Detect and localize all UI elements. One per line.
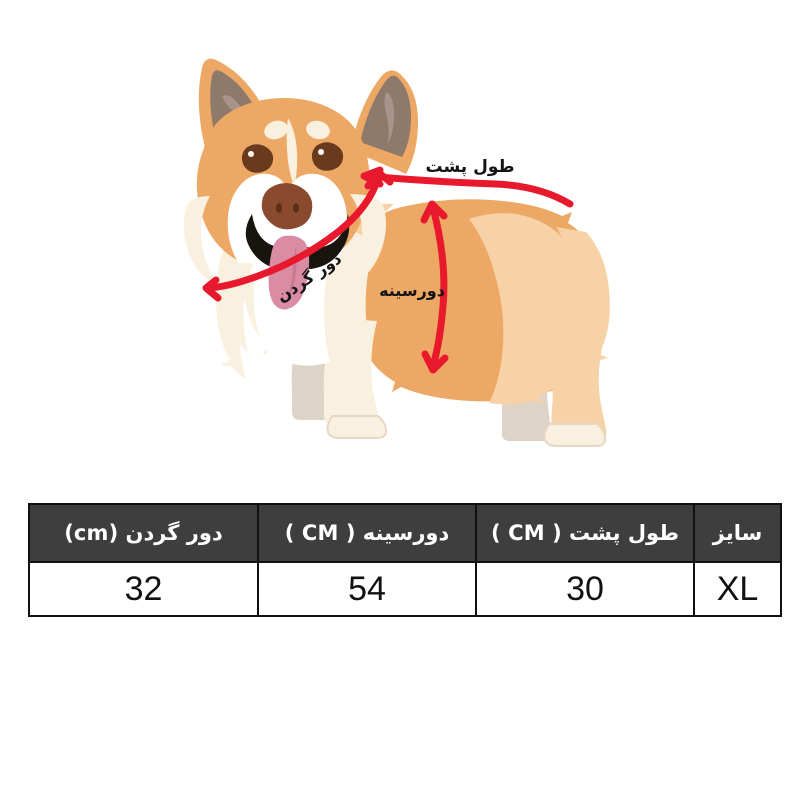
- column-header-back-length: طول پشت ( CM ): [475, 503, 695, 563]
- dog-front-paw-near: [326, 415, 388, 439]
- dog-ear-right-inner: [360, 75, 411, 157]
- table-header-row: سایز طول پشت ( CM ) دورسینه ( CM ) دور گ…: [28, 503, 782, 563]
- dog-brow-spot-right: [306, 120, 330, 140]
- cell-back-length: 30: [475, 561, 695, 617]
- dog-eye-right-highlight: [318, 149, 324, 155]
- measurement-lines: [202, 166, 574, 374]
- label-chest-girth: دورسینه: [379, 281, 445, 300]
- neck-girth-arrow-bottom: [202, 276, 222, 302]
- dog-forehead-blaze: [286, 118, 298, 186]
- dog-cheek-left: [183, 196, 222, 286]
- column-header-neck-girth: دور گردن (cm): [28, 503, 259, 563]
- neck-girth-arrow-top: [364, 168, 394, 190]
- cell-size: XL: [693, 561, 782, 617]
- dog-ear-right-inner-fold: [384, 92, 394, 144]
- chest-girth-arrow-top: [420, 200, 448, 224]
- dog-brow-spot-left: [264, 120, 288, 140]
- dog-cheek-right: [344, 194, 386, 286]
- neck-girth-line: [204, 174, 382, 292]
- dog-nostril-left: [276, 203, 282, 213]
- dog-nostril-right: [293, 203, 299, 213]
- dog-hind-leg-near: [540, 334, 607, 439]
- chest-girth-arrow-bottom: [421, 350, 449, 374]
- dog-figure: [183, 58, 610, 447]
- dog-nose: [261, 183, 313, 230]
- cell-neck-girth: 32: [28, 561, 259, 617]
- chest-girth-line: [429, 204, 448, 370]
- column-header-size: سایز: [693, 503, 782, 563]
- column-header-chest-girth: دورسینه ( CM ): [257, 503, 477, 563]
- dog-hind-paw-near: [543, 423, 607, 447]
- cell-chest-girth: 54: [257, 561, 477, 617]
- size-chart-table: سایز طول پشت ( CM ) دورسینه ( CM ) دور گ…: [28, 503, 782, 617]
- dog-measurement-illustration: طول پشت دور گردن دورسینه: [183, 58, 610, 447]
- back-length-line: [362, 172, 574, 208]
- table-row: XL 30 54 32: [28, 561, 782, 617]
- dog-eye-left-highlight: [248, 151, 254, 157]
- label-back-length: طول پشت: [425, 157, 514, 177]
